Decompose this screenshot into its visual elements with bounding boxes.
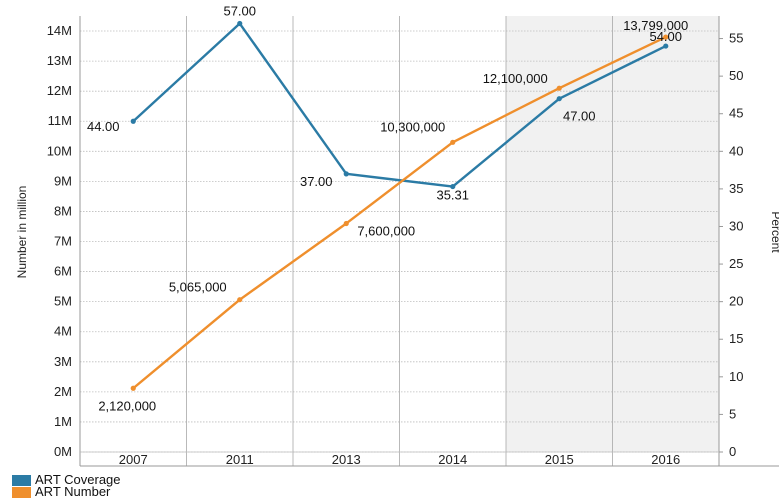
plot-frame bbox=[79, 16, 779, 467]
point-art-number-2015[interactable] bbox=[556, 85, 562, 91]
left-tick-4m: 4M bbox=[54, 324, 72, 339]
label-art-coverage-2013: 37.00 bbox=[300, 174, 333, 189]
data-labels: 44.00 57.00 37.00 35.31 47.00 54.00 2,120,000 5… bbox=[87, 4, 688, 414]
right-tick-55: 55 bbox=[729, 31, 743, 46]
point-art-coverage-2016[interactable] bbox=[663, 43, 669, 49]
right-tick-40: 40 bbox=[729, 143, 743, 158]
point-art-number-2007[interactable] bbox=[130, 385, 136, 391]
left-tick-0m: 0M bbox=[54, 444, 72, 459]
left-tick-14m: 14M bbox=[47, 23, 72, 38]
right-axis-title: Percent bbox=[769, 211, 779, 253]
label-art-coverage-2007: 44.00 bbox=[87, 119, 120, 134]
label-art-number-2015: 12,100,000 bbox=[483, 71, 548, 86]
legend-label-art-number: ART Number bbox=[35, 484, 111, 499]
left-tick-7m: 7M bbox=[54, 234, 72, 249]
legend-item-art-coverage[interactable]: ART Coverage bbox=[12, 472, 121, 487]
x-tick-2011: 2011 bbox=[226, 452, 254, 467]
label-art-number-2011: 5,065,000 bbox=[169, 280, 227, 295]
label-art-coverage-2014: 35.31 bbox=[436, 188, 469, 203]
right-tick-50: 50 bbox=[729, 68, 743, 83]
left-tick-8m: 8M bbox=[54, 203, 72, 218]
right-tick-45: 45 bbox=[729, 106, 743, 121]
right-tick-30: 30 bbox=[729, 218, 743, 233]
right-axis: 0 5 10 15 20 25 30 35 40 45 50 55 bbox=[719, 31, 743, 459]
x-tick-2013: 2013 bbox=[332, 452, 361, 467]
point-art-number-2013[interactable] bbox=[343, 220, 349, 227]
point-art-coverage-2007[interactable] bbox=[130, 118, 136, 124]
point-art-number-2014[interactable] bbox=[450, 139, 456, 145]
series-line-art-number bbox=[132, 35, 667, 390]
right-tick-0: 0 bbox=[729, 444, 736, 459]
point-art-number-2011[interactable] bbox=[237, 297, 243, 303]
legend-item-art-number[interactable]: ART Number bbox=[12, 484, 121, 499]
left-tick-12m: 12M bbox=[47, 83, 72, 98]
left-axis: 0M 1M 2M 3M 4M 5M 6M 7M 8M 9M 10M 11M 12M 13M 14M bbox=[47, 23, 72, 459]
right-tick-5: 5 bbox=[729, 406, 736, 421]
left-tick-10m: 10M bbox=[47, 143, 72, 158]
left-tick-3m: 3M bbox=[54, 354, 72, 369]
label-art-coverage-2016: 54.00 bbox=[649, 29, 682, 44]
x-tick-2016: 2016 bbox=[651, 452, 680, 467]
x-axis: 2007 2011 2013 2014 2015 2016 bbox=[119, 452, 680, 467]
left-tick-11m: 11M bbox=[48, 113, 72, 128]
point-art-coverage-2014[interactable] bbox=[450, 183, 456, 190]
right-tick-20: 20 bbox=[729, 294, 743, 309]
x-tick-2014: 2014 bbox=[438, 452, 467, 467]
point-art-coverage-2013[interactable] bbox=[343, 171, 349, 177]
label-art-coverage-2011: 57.00 bbox=[223, 4, 256, 19]
label-art-number-2014: 10,300,000 bbox=[380, 119, 445, 134]
label-art-number-2013: 7,600,000 bbox=[357, 223, 415, 238]
left-tick-2m: 2M bbox=[54, 384, 72, 399]
x-tick-2015: 2015 bbox=[545, 452, 574, 467]
series-line-art-coverage bbox=[132, 22, 667, 188]
right-tick-15: 15 bbox=[729, 331, 743, 346]
legend-label-art-coverage: ART Coverage bbox=[35, 472, 121, 487]
series bbox=[130, 20, 669, 391]
legend-swatch-art-coverage bbox=[12, 474, 31, 486]
label-art-number-2016: 13,799,000 bbox=[623, 18, 688, 33]
point-art-coverage-2011[interactable] bbox=[237, 20, 243, 27]
left-tick-5m: 5M bbox=[54, 294, 72, 309]
grid bbox=[80, 16, 719, 466]
x-tick-2007: 2007 bbox=[119, 452, 148, 467]
left-tick-1m: 1M bbox=[54, 414, 72, 429]
shade-2016 bbox=[612, 16, 719, 452]
legend-swatch-art-number bbox=[12, 486, 31, 498]
left-axis-title: Number in million bbox=[15, 186, 29, 279]
chart: 0M 1M 2M 3M 4M 5M 6M 7M 8M 9M 10M 11M 12M 13M 14M 0 5 10… bbox=[15, 4, 779, 467]
right-tick-10: 10 bbox=[729, 369, 743, 384]
left-tick-6m: 6M bbox=[54, 264, 72, 279]
point-art-number-2016[interactable] bbox=[663, 34, 669, 40]
legend: ART Coverage ART Number bbox=[12, 472, 121, 499]
label-art-coverage-2015: 47.00 bbox=[563, 109, 596, 124]
right-tick-25: 25 bbox=[729, 256, 743, 271]
label-art-number-2007: 2,120,000 bbox=[98, 398, 156, 413]
right-tick-35: 35 bbox=[729, 181, 743, 196]
point-art-coverage-2015[interactable] bbox=[556, 96, 562, 102]
left-tick-9m: 9M bbox=[54, 173, 72, 188]
left-tick-13m: 13M bbox=[47, 53, 72, 68]
